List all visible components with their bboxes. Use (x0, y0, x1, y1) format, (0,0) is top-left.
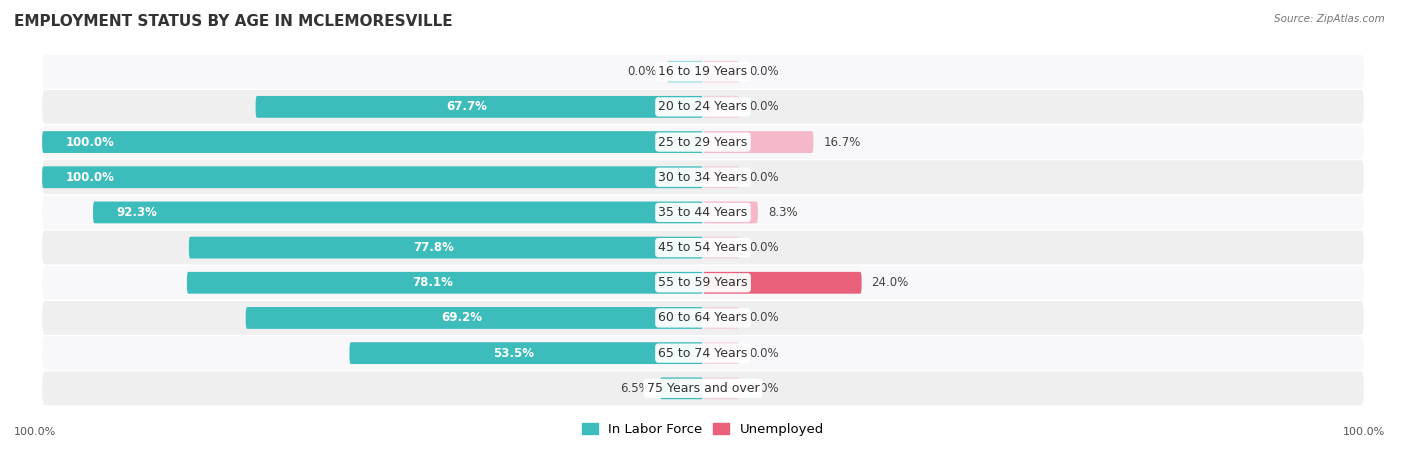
FancyBboxPatch shape (42, 372, 1364, 405)
FancyBboxPatch shape (188, 237, 703, 258)
Legend: In Labor Force, Unemployed: In Labor Force, Unemployed (576, 418, 830, 442)
Text: 100.0%: 100.0% (14, 428, 56, 437)
FancyBboxPatch shape (42, 266, 1364, 299)
Text: 45 to 54 Years: 45 to 54 Years (658, 241, 748, 254)
FancyBboxPatch shape (703, 272, 862, 294)
FancyBboxPatch shape (703, 307, 740, 329)
Text: 100.0%: 100.0% (65, 136, 114, 148)
FancyBboxPatch shape (42, 301, 1364, 335)
FancyBboxPatch shape (703, 342, 740, 364)
FancyBboxPatch shape (42, 55, 1364, 88)
Text: 0.0%: 0.0% (749, 347, 779, 359)
Text: 100.0%: 100.0% (1343, 428, 1385, 437)
FancyBboxPatch shape (42, 166, 703, 188)
FancyBboxPatch shape (703, 166, 740, 188)
Text: 0.0%: 0.0% (749, 65, 779, 78)
FancyBboxPatch shape (42, 125, 1364, 159)
FancyBboxPatch shape (703, 61, 740, 83)
Text: 69.2%: 69.2% (441, 312, 482, 324)
FancyBboxPatch shape (256, 96, 703, 118)
Text: 0.0%: 0.0% (749, 382, 779, 395)
FancyBboxPatch shape (703, 202, 758, 223)
Text: 92.3%: 92.3% (117, 206, 157, 219)
Text: 16.7%: 16.7% (824, 136, 860, 148)
Text: 100.0%: 100.0% (65, 171, 114, 184)
Text: 0.0%: 0.0% (749, 101, 779, 113)
Text: 0.0%: 0.0% (627, 65, 657, 78)
FancyBboxPatch shape (42, 231, 1364, 264)
Text: 0.0%: 0.0% (749, 241, 779, 254)
FancyBboxPatch shape (703, 131, 813, 153)
Text: 67.7%: 67.7% (446, 101, 486, 113)
Text: 78.1%: 78.1% (412, 276, 453, 289)
FancyBboxPatch shape (42, 336, 1364, 370)
FancyBboxPatch shape (187, 272, 703, 294)
Text: 20 to 24 Years: 20 to 24 Years (658, 101, 748, 113)
Text: 6.5%: 6.5% (620, 382, 650, 395)
FancyBboxPatch shape (246, 307, 703, 329)
FancyBboxPatch shape (350, 342, 703, 364)
Text: 65 to 74 Years: 65 to 74 Years (658, 347, 748, 359)
Text: 77.8%: 77.8% (413, 241, 454, 254)
FancyBboxPatch shape (666, 61, 703, 83)
Text: 60 to 64 Years: 60 to 64 Years (658, 312, 748, 324)
Text: 75 Years and over: 75 Years and over (647, 382, 759, 395)
Text: 35 to 44 Years: 35 to 44 Years (658, 206, 748, 219)
FancyBboxPatch shape (42, 131, 703, 153)
FancyBboxPatch shape (42, 196, 1364, 229)
FancyBboxPatch shape (659, 377, 703, 399)
Text: 30 to 34 Years: 30 to 34 Years (658, 171, 748, 184)
FancyBboxPatch shape (703, 96, 740, 118)
Text: 8.3%: 8.3% (768, 206, 797, 219)
Text: EMPLOYMENT STATUS BY AGE IN MCLEMORESVILLE: EMPLOYMENT STATUS BY AGE IN MCLEMORESVIL… (14, 14, 453, 28)
Text: 25 to 29 Years: 25 to 29 Years (658, 136, 748, 148)
Text: 16 to 19 Years: 16 to 19 Years (658, 65, 748, 78)
Text: 0.0%: 0.0% (749, 171, 779, 184)
FancyBboxPatch shape (42, 161, 1364, 194)
FancyBboxPatch shape (703, 237, 740, 258)
Text: 55 to 59 Years: 55 to 59 Years (658, 276, 748, 289)
Text: 53.5%: 53.5% (494, 347, 534, 359)
Text: 0.0%: 0.0% (749, 312, 779, 324)
Text: Source: ZipAtlas.com: Source: ZipAtlas.com (1274, 14, 1385, 23)
FancyBboxPatch shape (93, 202, 703, 223)
Text: 24.0%: 24.0% (872, 276, 908, 289)
FancyBboxPatch shape (42, 90, 1364, 124)
FancyBboxPatch shape (703, 377, 740, 399)
